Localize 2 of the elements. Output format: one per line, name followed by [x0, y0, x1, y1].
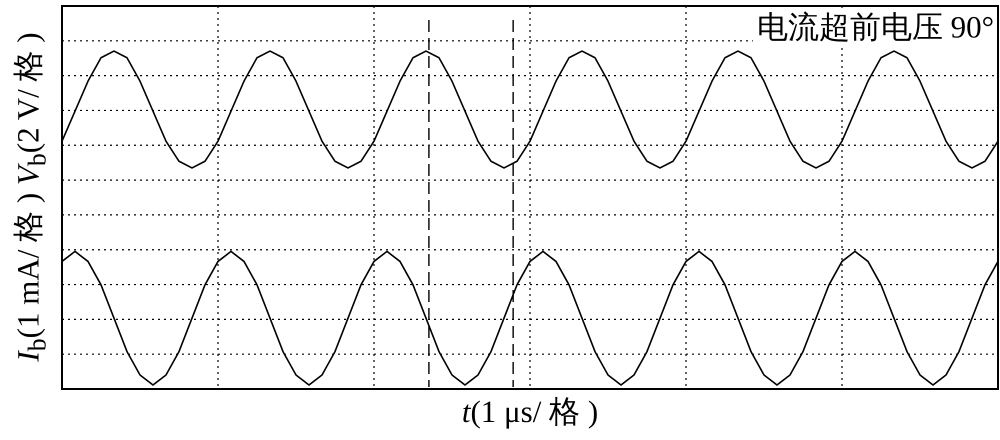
text: 电流超前电压 90°: [756, 10, 994, 45]
x-axis-title: t(1 μs/ 格 ): [462, 393, 598, 431]
